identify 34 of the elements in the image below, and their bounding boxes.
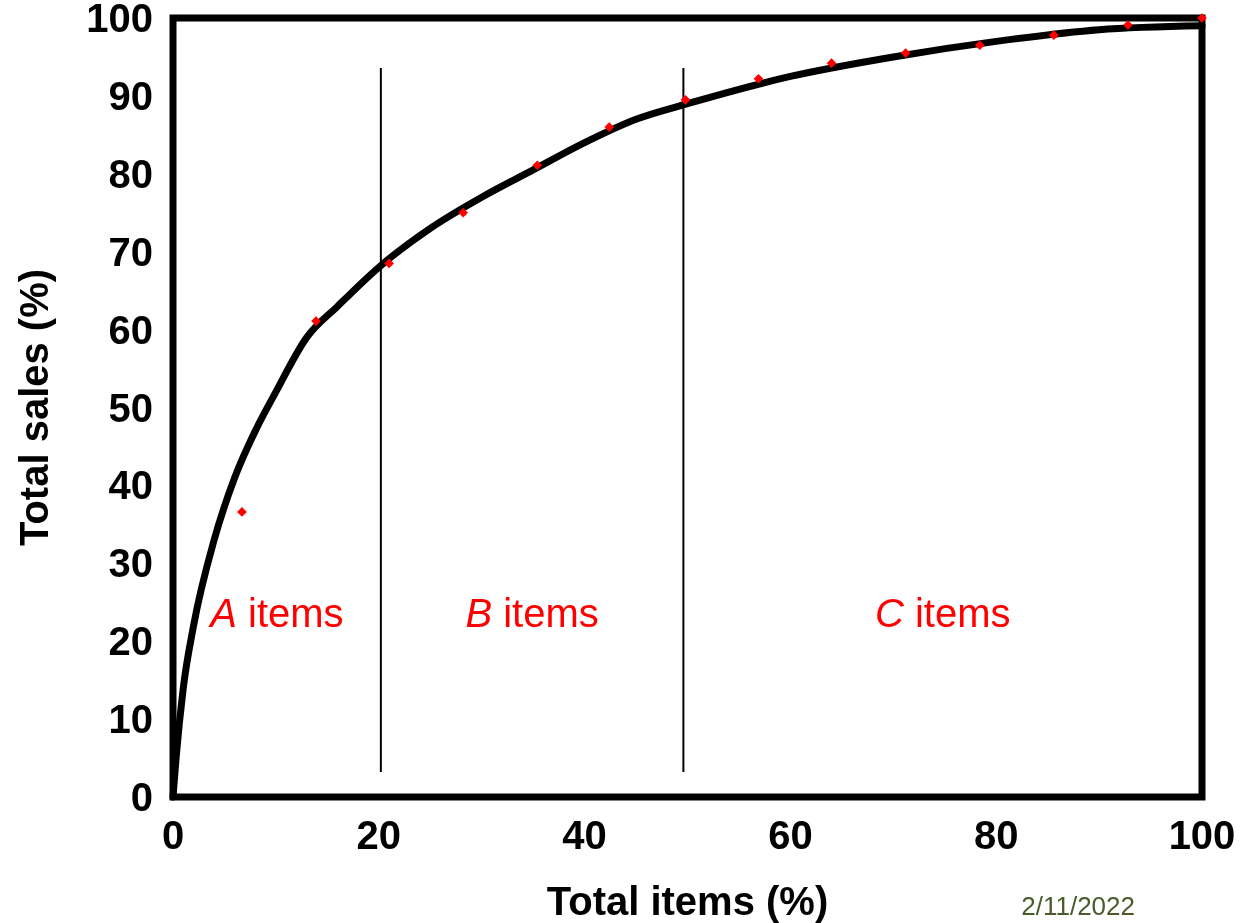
y-tick-label: 0 (130, 775, 153, 819)
y-tick-label: 10 (108, 697, 153, 742)
y-tick-label: 60 (108, 307, 153, 352)
point (532, 160, 543, 171)
point (384, 258, 394, 269)
annotation: B items (465, 591, 599, 635)
y-tick-label: 50 (108, 385, 153, 430)
y-tick-label: 20 (108, 619, 153, 664)
x-tick-label: 100 (1168, 813, 1236, 857)
y-tick-label: 40 (108, 463, 153, 508)
x-tick-label: 80 (973, 813, 1019, 857)
point (237, 507, 247, 517)
annotation: A items (208, 591, 344, 635)
point (753, 73, 764, 84)
y-tick-label: 90 (108, 73, 153, 118)
y-tick-label: 30 (108, 541, 153, 586)
y-axis-title: Total sales (%) (12, 268, 56, 547)
point (826, 58, 837, 69)
point (458, 207, 469, 218)
point (974, 40, 985, 51)
x-tick-label: 60 (768, 813, 813, 857)
point (680, 94, 691, 105)
y-tick-label: 70 (108, 229, 153, 274)
point (604, 122, 615, 132)
x-tick-label: 20 (356, 813, 402, 857)
annotation: C items (874, 591, 1011, 635)
point (1048, 30, 1059, 40)
x-tick-label: 40 (562, 813, 607, 857)
x-axis-title: Total items (%) (546, 879, 829, 923)
y-tick-label: 100 (86, 0, 153, 40)
y-tick-label: 80 (108, 151, 153, 196)
x-tick-label: 0 (161, 813, 185, 857)
text: 2/11/2022 (1021, 891, 1135, 921)
point (900, 48, 911, 58)
